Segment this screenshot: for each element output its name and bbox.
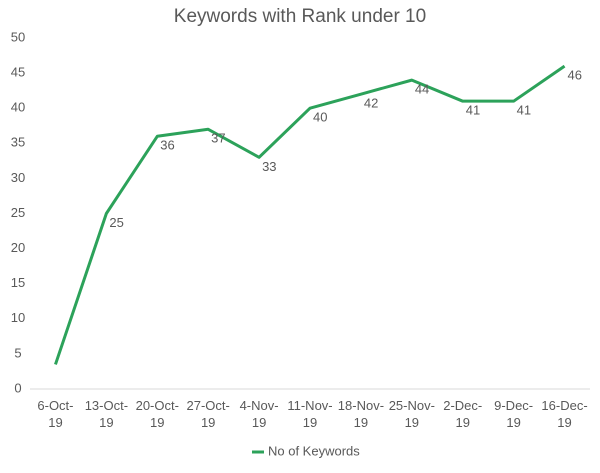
y-tick-label: 35 — [11, 135, 25, 150]
y-tick-label: 0 — [14, 380, 21, 395]
data-label: 36 — [160, 138, 174, 153]
data-label: 40 — [313, 110, 327, 125]
data-label: 41 — [517, 103, 531, 118]
y-tick-label: 50 — [11, 29, 25, 44]
x-tick-label: 11-Nov-19 — [287, 398, 332, 430]
data-label: 37 — [211, 131, 225, 146]
legend-label: No of Keywords — [268, 443, 360, 458]
data-label: 25 — [109, 215, 123, 230]
x-tick-label: 9-Dec-19 — [494, 398, 533, 430]
y-tick-label: 40 — [11, 100, 25, 115]
x-tick-label: 6-Oct-19 — [37, 398, 73, 430]
y-tick-label: 45 — [11, 65, 25, 80]
y-tick-label: 30 — [11, 170, 25, 185]
y-tick-label: 20 — [11, 240, 25, 255]
data-label: 44 — [415, 82, 429, 97]
y-tick-label: 25 — [11, 205, 25, 220]
y-tick-label: 10 — [11, 310, 25, 325]
x-tick-label: 16-Dec-19 — [541, 398, 587, 430]
data-label: 41 — [466, 103, 480, 118]
y-tick-label: 15 — [11, 275, 25, 290]
chart-title: Keywords with Rank under 10 — [174, 6, 426, 27]
x-tick-label: 25-Nov-19 — [389, 398, 435, 430]
x-tick-label: 4-Nov-19 — [240, 398, 279, 430]
x-tick-label: 20-Oct-19 — [136, 398, 179, 430]
x-tick-label: 18-Nov-19 — [338, 398, 384, 430]
series-line — [54, 64, 566, 365]
x-tick-label: 27-Oct-19 — [187, 398, 230, 430]
data-label: 33 — [262, 159, 276, 174]
data-label: 42 — [364, 96, 378, 111]
data-label: 46 — [568, 68, 582, 83]
x-tick-label: 13-Oct-19 — [85, 398, 128, 430]
x-tick-label: 2-Dec-19 — [443, 398, 482, 430]
y-tick-label: 5 — [14, 345, 21, 360]
